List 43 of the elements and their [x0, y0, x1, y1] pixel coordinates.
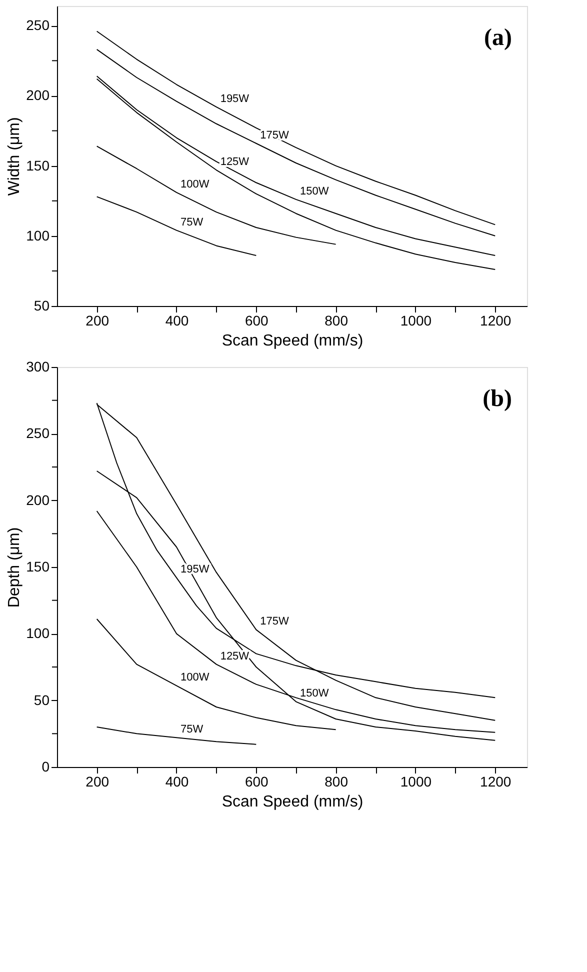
y-tick-label: 250 — [26, 17, 50, 34]
x-tick-label: 200 — [86, 774, 110, 790]
x-axis-title: Scan Speed (mm/s) — [222, 332, 364, 350]
series-label: 150W — [300, 688, 330, 700]
x-tick-label: 400 — [165, 312, 189, 328]
y-axis-title: Width (μm) — [6, 117, 24, 196]
y-axis-title: Depth (μm) — [6, 527, 24, 608]
series-label: 100W — [180, 178, 210, 190]
x-axis-title: Scan Speed (mm/s) — [222, 794, 364, 810]
y-tick-label: 0 — [42, 758, 50, 774]
x-tick-label: 1000 — [400, 774, 432, 790]
series-label: 125W — [220, 156, 250, 168]
x-tick-label: 1000 — [400, 312, 432, 328]
annotation: (b) — [482, 386, 512, 412]
line-series — [96, 726, 257, 745]
line-series — [96, 196, 257, 256]
y-tick-label: 200 — [26, 492, 50, 508]
y-tick-label: 250 — [26, 425, 50, 442]
x-tick-label: 1200 — [480, 312, 512, 328]
x-tick-label: 400 — [165, 774, 189, 790]
y-tick-label: 150 — [26, 558, 50, 574]
x-tick-label: 800 — [324, 774, 348, 790]
y-tick-label: 150 — [26, 157, 50, 174]
line-series — [96, 146, 336, 245]
series-label: 100W — [180, 672, 210, 684]
x-tick-label: 1200 — [480, 774, 512, 790]
y-tick-label: 300 — [26, 358, 50, 374]
x-tick-label: 600 — [244, 774, 269, 790]
series-label: 75W — [180, 216, 204, 228]
y-tick-label: 100 — [26, 227, 50, 244]
series-label: 75W — [180, 724, 204, 736]
y-tick-label: 50 — [34, 692, 50, 708]
series-label: 150W — [300, 185, 330, 198]
x-tick-label: 600 — [244, 312, 269, 328]
y-tick-label: 200 — [26, 87, 50, 104]
series-label: 175W — [260, 616, 290, 628]
series-label: 125W — [220, 650, 250, 662]
x-tick-label: 200 — [86, 312, 110, 328]
annotation: (a) — [484, 25, 512, 51]
y-tick-label: 50 — [34, 298, 50, 314]
series-label: 195W — [220, 92, 250, 105]
y-tick-label: 100 — [26, 625, 50, 642]
x-tick-label: 800 — [324, 312, 348, 328]
